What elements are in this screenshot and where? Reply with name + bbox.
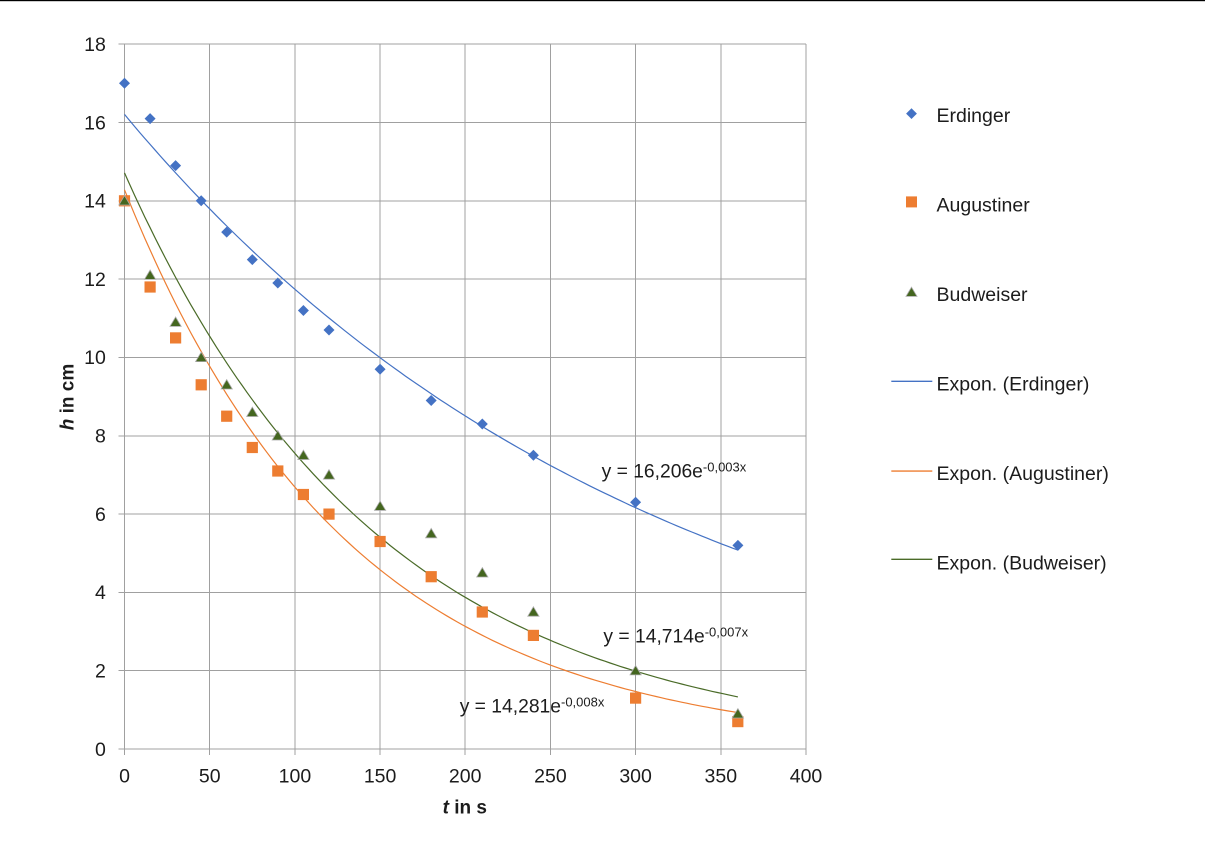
svg-text:Expon. (Augustiner): Expon. (Augustiner)	[937, 463, 1109, 485]
svg-text:Budweiser: Budweiser	[937, 284, 1029, 306]
svg-text:150: 150	[364, 766, 397, 788]
svg-text:6: 6	[95, 504, 106, 526]
svg-text:h in cm: h in cm	[58, 364, 79, 431]
svg-text:50: 50	[199, 766, 221, 788]
svg-text:18: 18	[84, 34, 106, 56]
svg-text:350: 350	[705, 766, 738, 788]
svg-text:t in s: t in s	[443, 798, 487, 819]
svg-text:Expon. (Budweiser): Expon. (Budweiser)	[937, 553, 1107, 575]
svg-text:14: 14	[84, 191, 106, 213]
svg-text:2: 2	[95, 661, 106, 683]
svg-text:300: 300	[619, 766, 652, 788]
svg-text:Augustiner: Augustiner	[937, 195, 1031, 217]
svg-text:16: 16	[84, 112, 106, 134]
svg-text:Expon. (Erdinger): Expon. (Erdinger)	[937, 374, 1090, 396]
svg-text:8: 8	[95, 426, 106, 448]
svg-text:200: 200	[449, 766, 482, 788]
svg-text:0: 0	[119, 766, 130, 788]
svg-text:400: 400	[790, 766, 823, 788]
svg-text:12: 12	[84, 269, 106, 291]
svg-text:4: 4	[95, 582, 106, 604]
svg-text:10: 10	[84, 347, 106, 369]
svg-text:0: 0	[95, 739, 106, 761]
svg-text:Erdinger: Erdinger	[937, 105, 1011, 127]
svg-text:250: 250	[534, 766, 567, 788]
svg-text:100: 100	[279, 766, 312, 788]
